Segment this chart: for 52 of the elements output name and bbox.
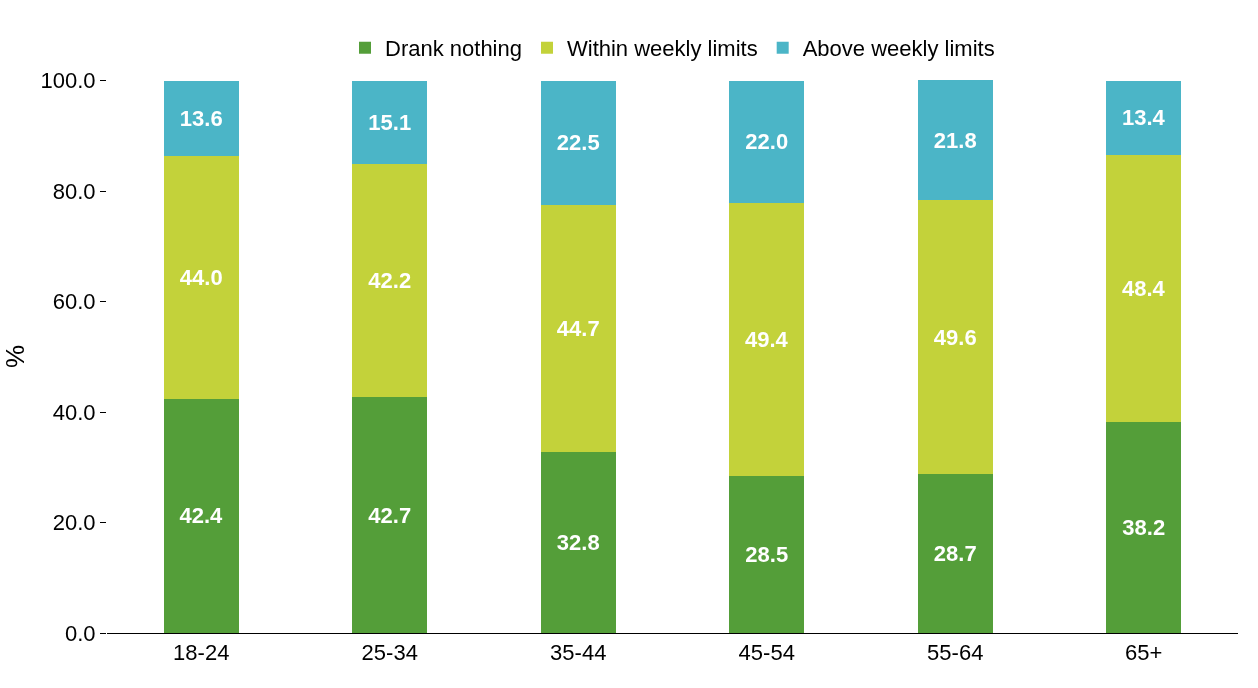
data-label: 28.5 <box>745 541 789 567</box>
bar <box>540 204 616 452</box>
data-label: 48.4 <box>1121 275 1166 301</box>
legend-label: Within weekly limits <box>566 36 758 62</box>
bar <box>540 451 616 633</box>
bar <box>729 81 805 203</box>
bar <box>917 474 993 633</box>
bar <box>352 163 428 398</box>
bar <box>1106 154 1182 422</box>
data-label: 42.7 <box>368 502 412 528</box>
data-label: 13.6 <box>179 105 223 131</box>
data-label: 42.2 <box>368 268 412 294</box>
x-tick-label: 25-34 <box>361 640 418 666</box>
bar <box>163 155 239 399</box>
bar <box>352 397 428 633</box>
x-tick-label: 65+ <box>1125 640 1163 666</box>
x-tick-label: 55-64 <box>927 640 984 666</box>
bar <box>352 80 428 164</box>
y-tick-label: 0.0 <box>65 620 96 646</box>
bar <box>540 80 616 205</box>
legend-label: Drank nothing <box>385 36 522 62</box>
y-tick-label: 20.0 <box>52 510 96 536</box>
bar <box>1106 80 1182 155</box>
bar <box>917 80 993 201</box>
legend-label: Above weekly limits <box>802 36 995 62</box>
bar <box>729 475 805 633</box>
x-tick-label: 45-54 <box>738 640 795 666</box>
y-tick-label: 40.0 <box>52 399 96 425</box>
x-tick-label: 35-44 <box>550 640 607 666</box>
data-label: 32.8 <box>556 529 600 555</box>
bar <box>1106 421 1182 633</box>
data-label: 13.4 <box>1121 105 1166 131</box>
data-label: 15.1 <box>368 109 412 135</box>
data-label: 21.8 <box>933 127 977 153</box>
data-label: 44.0 <box>179 264 223 290</box>
data-label: 22.0 <box>745 129 789 155</box>
data-label: 44.7 <box>556 315 600 341</box>
x-tick-label: 18-24 <box>173 640 230 666</box>
y-tick-label: 80.0 <box>52 178 96 204</box>
data-label: 28.7 <box>933 541 977 567</box>
bar <box>917 200 993 475</box>
y-tick-label: 60.0 <box>52 289 96 315</box>
bar <box>163 398 239 633</box>
y-tick-label: 100.0 <box>40 68 96 94</box>
data-label: 49.4 <box>744 326 789 352</box>
data-label: 38.2 <box>1122 514 1166 540</box>
bar <box>163 80 239 156</box>
bar <box>729 202 805 476</box>
y-axis-title: % <box>0 344 30 369</box>
data-label: 42.4 <box>179 503 224 529</box>
data-label: 49.6 <box>933 324 977 350</box>
data-label: 22.5 <box>556 130 600 156</box>
